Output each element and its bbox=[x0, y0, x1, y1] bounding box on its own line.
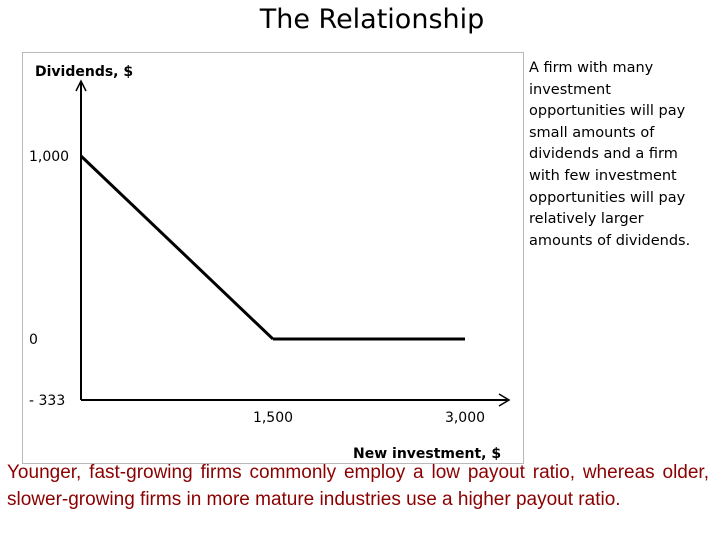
slide-title: The Relationship bbox=[259, 4, 485, 35]
chart-marks: 1,000 0 - 333 1,500 3,000 bbox=[29, 149, 485, 426]
x-tick-label: 3,000 bbox=[445, 410, 485, 426]
chart-frame: Dividends, $ New investment, $ 1,000 0 - 3… bbox=[22, 52, 524, 464]
x-axis-label: New investment, $ bbox=[353, 446, 501, 462]
y-axis-label: Dividends, $ bbox=[35, 64, 133, 80]
x-tick-label: 1,500 bbox=[253, 410, 293, 426]
dividend-investment-chart: Dividends, $ New investment, $ 1,000 0 - 3… bbox=[29, 64, 511, 462]
caption-text: Younger, fast-growing firms commonly emp… bbox=[7, 462, 709, 510]
side-note: A firm with many investment opportunitie… bbox=[529, 60, 691, 249]
y-tick-label: 1,000 bbox=[29, 149, 69, 165]
y-tick-label: 0 bbox=[29, 332, 38, 348]
y-axis-arrow bbox=[75, 79, 87, 92]
x-axis-arrow bbox=[498, 393, 511, 407]
y-tick-label: - 333 bbox=[29, 393, 65, 409]
series-line-segment bbox=[79, 154, 275, 341]
